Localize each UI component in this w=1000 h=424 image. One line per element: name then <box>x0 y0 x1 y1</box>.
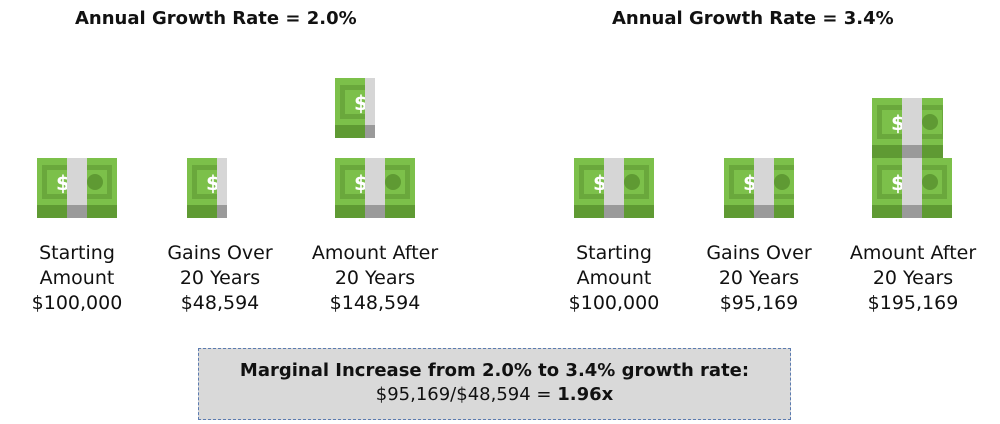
money-bill-stack-icon <box>335 78 375 138</box>
money-bill-stack-icon <box>872 98 943 158</box>
summary-box: Marginal Increase from 2.0% to 3.4% grow… <box>198 348 791 420</box>
left-gains: Gains Over 20 Years $48,594 <box>167 242 273 314</box>
summary-result: 1.96x <box>557 384 614 405</box>
right-gains: Gains Over 20 Years $95,169 <box>706 242 812 314</box>
summary-formula: $95,169/$48,594 = <box>375 384 558 405</box>
left-title: Annual Growth Rate = 2.0% <box>75 8 357 29</box>
left-amount-after: Amount After 20 Years $148,594 <box>311 242 439 314</box>
money-bill-stack-icon <box>187 158 227 218</box>
right-starting-amount: Starting Amount $100,000 <box>568 242 660 314</box>
money-bill-stack-icon <box>724 158 794 218</box>
money-bill-stack-icon <box>37 158 117 218</box>
money-bill-stack-icon <box>335 158 415 218</box>
left-starting-amount: Starting Amount $100,000 <box>31 242 123 314</box>
summary-heading: Marginal Increase from 2.0% to 3.4% grow… <box>239 360 750 381</box>
money-bill-stack-icon <box>574 158 654 218</box>
money-bill-stack-icon <box>872 158 953 218</box>
right-amount-after: Amount After 20 Years $195,169 <box>849 242 977 314</box>
right-title: Annual Growth Rate = 3.4% <box>612 8 894 29</box>
